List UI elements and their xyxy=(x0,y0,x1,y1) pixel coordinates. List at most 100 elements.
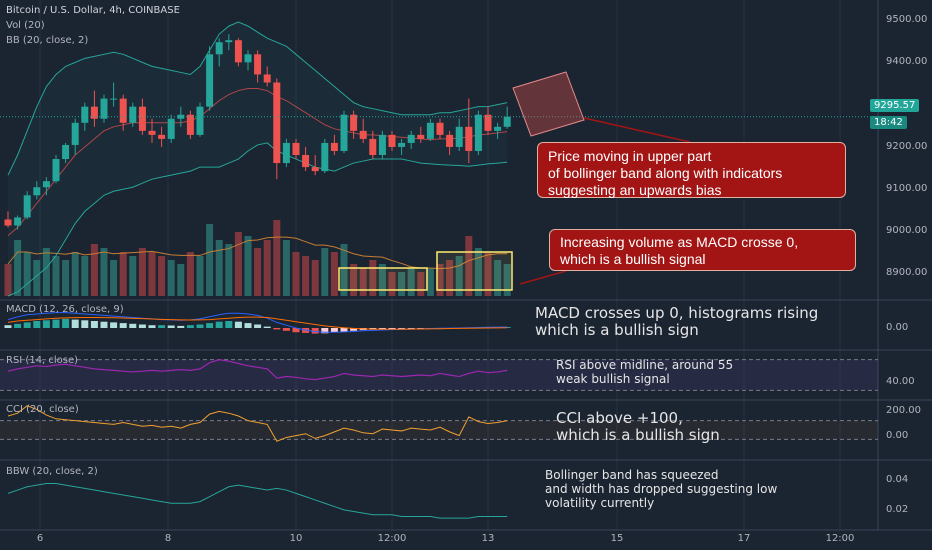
volume-bar xyxy=(378,264,386,296)
bar-countdown: 18:42 xyxy=(870,116,907,129)
candle-body xyxy=(4,219,12,226)
candle-body xyxy=(436,122,444,135)
macd-histogram-bar xyxy=(330,328,338,333)
bb-indicator-label[interactable]: BB (20, close, 2) xyxy=(6,35,89,46)
macd-pane-label[interactable]: MACD (12, 26, close, 9) xyxy=(6,304,124,315)
volume-bar xyxy=(119,252,127,296)
note-line: Bollinger band has squeezed xyxy=(545,468,719,482)
bollinger-fill xyxy=(8,22,508,297)
volume-bar xyxy=(62,260,70,296)
candle-body xyxy=(292,142,300,156)
projection-box xyxy=(512,71,585,137)
candle-body xyxy=(503,116,511,127)
price-callout[interactable]: Price moving in upper part of bollinger … xyxy=(537,142,846,198)
candle-body xyxy=(474,114,482,151)
bbw-note[interactable]: Bollinger band has squeezed and width ha… xyxy=(545,468,778,510)
volume-bar xyxy=(14,240,22,296)
macd-histogram-bar xyxy=(33,321,41,328)
candle-body xyxy=(407,134,415,143)
macd-note[interactable]: MACD crosses up 0, histograms rising whi… xyxy=(535,304,818,340)
candle-body xyxy=(359,130,367,139)
cci-pane-label[interactable]: CCI (20, close) xyxy=(6,404,79,415)
candle-body xyxy=(446,134,454,147)
vol-indicator-label[interactable]: Vol (20) xyxy=(6,20,45,31)
volume-bar xyxy=(234,232,242,296)
macd-histogram-bar xyxy=(311,328,319,334)
note-line: CCI above +100, xyxy=(556,409,683,427)
bollinger-upper-line xyxy=(7,21,508,176)
volume-callout[interactable]: Increasing volume as MACD crosse 0, whic… xyxy=(549,229,856,271)
cci-line xyxy=(7,405,508,442)
macd-histogram-bar xyxy=(321,328,329,334)
volume-bar xyxy=(71,252,79,296)
price-tick: 9100.00 xyxy=(886,183,928,194)
candle-body xyxy=(417,134,425,139)
macd-histogram-bar xyxy=(407,328,415,329)
rsi-pane-label[interactable]: RSI (14, close) xyxy=(6,355,79,366)
macd-histogram-bar xyxy=(14,323,22,328)
volume-bar xyxy=(4,264,12,296)
candle-body xyxy=(148,130,156,135)
time-tick: 8 xyxy=(164,533,172,544)
callout-connector xyxy=(583,117,691,143)
volume-bar xyxy=(129,256,137,296)
price-tick: 9500.00 xyxy=(886,14,928,25)
volume-bar xyxy=(407,268,415,296)
candle-body xyxy=(225,40,233,43)
candle-body xyxy=(263,74,271,83)
volume-bar xyxy=(254,248,262,296)
volume-bar xyxy=(321,248,329,296)
macd-histogram-bar xyxy=(196,324,204,328)
rsi-line xyxy=(7,359,508,381)
volume-bar xyxy=(465,236,473,296)
macd-histogram-bar xyxy=(225,321,233,328)
callout-line: Price moving in upper part xyxy=(548,148,712,164)
macd-histogram-bar xyxy=(282,328,290,331)
volume-bar xyxy=(503,264,511,296)
candle-body xyxy=(14,217,22,226)
rsi-tick: 40.00 xyxy=(886,376,915,387)
volume-bar xyxy=(225,244,233,296)
macd-histogram-bar xyxy=(167,325,175,328)
candle-body xyxy=(90,106,98,119)
symbol-title: Bitcoin / U.S. Dollar, 4h, COINBASE xyxy=(6,5,180,16)
volume-bar xyxy=(167,260,175,296)
cci-note[interactable]: CCI above +100, which is a bullish sign xyxy=(556,409,720,445)
time-tick: 15 xyxy=(610,533,624,544)
candle-body xyxy=(52,159,60,182)
candle-body xyxy=(129,106,137,123)
note-line: and width has dropped suggesting low xyxy=(545,481,778,496)
volume-bar xyxy=(100,248,108,296)
macd-histogram-bar xyxy=(90,321,98,328)
volume-bar xyxy=(359,268,367,296)
volume-bar xyxy=(484,252,492,296)
candle-body xyxy=(138,106,146,131)
candle-body xyxy=(33,187,41,196)
candle-body xyxy=(81,106,89,123)
rsi-band xyxy=(0,359,878,391)
candle-body xyxy=(62,144,70,160)
candle-body xyxy=(273,82,281,164)
volume-bar xyxy=(330,252,338,296)
volume-bar xyxy=(138,248,146,296)
volume-bar xyxy=(196,256,204,296)
macd-signal-line xyxy=(7,316,508,330)
volume-bar xyxy=(244,236,252,296)
macd-histogram-bar xyxy=(186,325,194,328)
rsi-note[interactable]: RSI above midline, around 55 weak bullis… xyxy=(556,358,733,387)
volume-bar xyxy=(273,220,281,296)
note-line: which is a bullish sign xyxy=(535,321,699,340)
candle-body xyxy=(484,114,492,131)
bbw-pane-label[interactable]: BBW (20, close, 2) xyxy=(6,466,98,477)
volume-bar xyxy=(350,264,358,296)
macd-histogram-bar xyxy=(62,318,70,328)
volume-bar xyxy=(426,268,434,296)
candle-body xyxy=(378,134,386,156)
volume-bar xyxy=(52,256,60,296)
bollinger-basis-line xyxy=(7,88,508,236)
volume-bar xyxy=(33,260,41,296)
volume-bar xyxy=(42,248,50,296)
candle-body xyxy=(455,126,463,147)
volume-bar xyxy=(206,224,214,296)
